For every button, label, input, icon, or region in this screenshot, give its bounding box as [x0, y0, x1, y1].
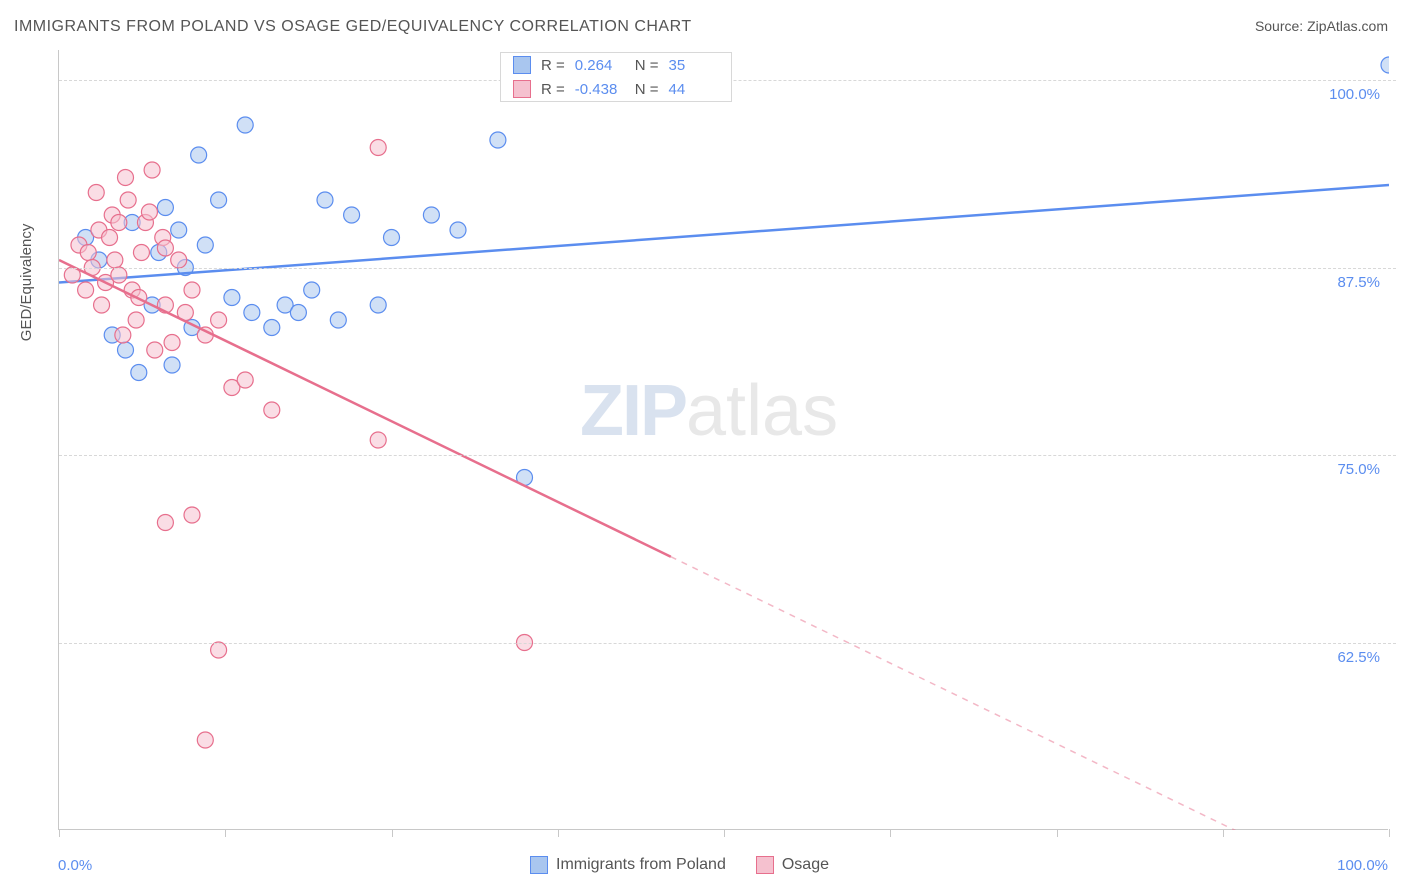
data-point [157, 515, 173, 531]
x-tick [225, 829, 226, 837]
x-axis-max-label: 100.0% [1337, 857, 1388, 874]
data-point [290, 305, 306, 321]
legend-item: Osage [756, 856, 829, 874]
data-point [224, 290, 240, 306]
data-point [144, 162, 160, 178]
data-point [317, 192, 333, 208]
data-point [107, 252, 123, 268]
legend-row: R = -0.438 N = 44 [501, 77, 731, 101]
series-legend: Immigrants from Poland Osage [530, 856, 829, 874]
x-tick [1389, 829, 1390, 837]
data-point [197, 237, 213, 253]
x-tick [724, 829, 725, 837]
gridline [59, 643, 1396, 644]
data-point [1381, 57, 1389, 73]
data-point [197, 732, 213, 748]
data-point [118, 342, 134, 358]
data-point [264, 320, 280, 336]
legend-n-label: N = [635, 81, 659, 98]
regression-line [59, 260, 671, 557]
data-point [120, 192, 136, 208]
data-point [211, 192, 227, 208]
chart-svg [59, 50, 1389, 830]
y-axis-label: GED/Equivalency [18, 224, 35, 342]
data-point [118, 170, 134, 186]
legend-n-value: 35 [669, 57, 719, 74]
y-tick-label: 62.5% [1337, 649, 1380, 666]
data-point [184, 282, 200, 298]
legend-swatch [513, 56, 531, 74]
legend-r-label: R = [541, 57, 565, 74]
x-tick [392, 829, 393, 837]
data-point [78, 282, 94, 298]
legend-r-label: R = [541, 81, 565, 98]
chart-title: IMMIGRANTS FROM POLAND VS OSAGE GED/EQUI… [14, 18, 692, 36]
data-point [264, 402, 280, 418]
legend-series-name: Immigrants from Poland [556, 856, 726, 874]
data-point [370, 140, 386, 156]
legend-swatch [513, 80, 531, 98]
data-point [211, 642, 227, 658]
data-point [141, 204, 157, 220]
legend-series-name: Osage [782, 856, 829, 874]
gridline [59, 268, 1396, 269]
x-tick [890, 829, 891, 837]
y-tick-label: 87.5% [1337, 274, 1380, 291]
data-point [244, 305, 260, 321]
legend-item: Immigrants from Poland [530, 856, 726, 874]
data-point [102, 230, 118, 246]
data-point [370, 297, 386, 313]
data-point [80, 245, 96, 261]
regression-line-extrapolated [671, 557, 1389, 830]
data-point [111, 267, 127, 283]
legend-swatch [530, 856, 548, 874]
legend-n-label: N = [635, 57, 659, 74]
plot-area [58, 50, 1388, 830]
x-tick [59, 829, 60, 837]
source-value: ZipAtlas.com [1307, 18, 1388, 34]
source-label: Source: [1255, 18, 1307, 34]
legend-r-value: 0.264 [575, 57, 625, 74]
data-point [147, 342, 163, 358]
data-point [111, 215, 127, 231]
legend-swatch [756, 856, 774, 874]
data-point [133, 245, 149, 261]
x-tick [1057, 829, 1058, 837]
y-tick-label: 75.0% [1337, 461, 1380, 478]
data-point [237, 117, 253, 133]
x-tick [558, 829, 559, 837]
data-point [184, 507, 200, 523]
data-point [237, 372, 253, 388]
data-point [211, 312, 227, 328]
data-point [164, 335, 180, 351]
data-point [384, 230, 400, 246]
data-point [490, 132, 506, 148]
data-point [131, 365, 147, 381]
data-point [171, 252, 187, 268]
data-point [344, 207, 360, 223]
legend-r-value: -0.438 [575, 81, 625, 98]
data-point [94, 297, 110, 313]
data-point [171, 222, 187, 238]
x-axis-min-label: 0.0% [58, 857, 92, 874]
data-point [164, 357, 180, 373]
data-point [450, 222, 466, 238]
data-point [157, 240, 173, 256]
data-point [330, 312, 346, 328]
chart-source: Source: ZipAtlas.com [1255, 18, 1388, 34]
gridline [59, 455, 1396, 456]
x-tick [1223, 829, 1224, 837]
data-point [128, 312, 144, 328]
data-point [370, 432, 386, 448]
data-point [115, 327, 131, 343]
data-point [88, 185, 104, 201]
data-point [423, 207, 439, 223]
legend-row: R = 0.264 N = 35 [501, 53, 731, 77]
legend-n-value: 44 [669, 81, 719, 98]
y-tick-label: 100.0% [1329, 86, 1380, 103]
data-point [304, 282, 320, 298]
data-point [191, 147, 207, 163]
data-point [157, 200, 173, 216]
correlation-legend: R = 0.264 N = 35 R = -0.438 N = 44 [500, 52, 732, 102]
